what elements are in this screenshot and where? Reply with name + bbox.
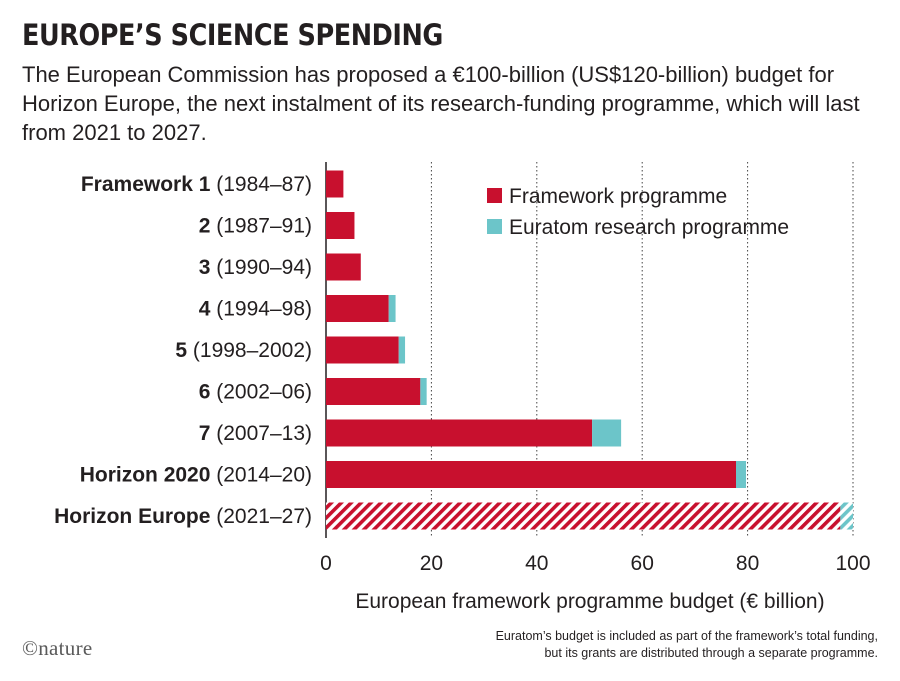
category-label-6: 7 (2007–13) — [199, 422, 312, 445]
category-period: (2014–20) — [210, 464, 312, 487]
legend-swatch-framework — [487, 188, 502, 203]
footnote-line-2: but its grants are distributed through a… — [544, 646, 878, 660]
category-name: 2 — [199, 215, 211, 238]
category-label-3: 4 (1994–98) — [199, 298, 312, 321]
category-label-1: 2 (1987–91) — [199, 215, 312, 238]
x-tick-label-80: 80 — [736, 552, 759, 575]
category-label-2: 3 (1990–94) — [199, 256, 312, 279]
legend-swatch-euratom — [487, 219, 502, 234]
footnote-line-1: Euratom’s budget is included as part of … — [495, 629, 878, 643]
category-label-0: Framework 1 (1984–87) — [81, 173, 312, 196]
nature-logo: ©nature — [22, 636, 93, 660]
bar-framework-8 — [326, 502, 841, 530]
x-tick-label-20: 20 — [420, 552, 443, 575]
bar-framework-4 — [326, 336, 399, 364]
category-label-4: 5 (1998–2002) — [175, 339, 312, 362]
chart-subtitle: The European Commission has proposed a €… — [22, 62, 860, 145]
bars — [326, 170, 853, 530]
category-label-5: 6 (2002–06) — [199, 381, 312, 404]
x-tick-label-40: 40 — [525, 552, 548, 575]
category-period: (1994–98) — [210, 298, 312, 321]
bar-framework-5 — [326, 378, 421, 405]
category-name: Horizon 2020 — [80, 464, 211, 487]
x-axis-label: European framework programme budget (€ b… — [355, 590, 824, 613]
bar-euratom-7 — [736, 461, 747, 488]
category-period: (1987–91) — [210, 215, 312, 238]
category-period: (1998–2002) — [187, 339, 312, 362]
bar-euratom-6 — [592, 419, 622, 447]
category-period: (2002–06) — [210, 381, 312, 404]
bar-framework-0 — [326, 170, 344, 198]
x-ticks: 0 20 40 60 80 100 — [320, 552, 870, 575]
category-name: Horizon Europe — [54, 505, 210, 528]
x-tick-label-60: 60 — [631, 552, 654, 575]
chart-title: EUROPE’S SCIENCE SPENDING — [22, 18, 443, 52]
category-name: Framework 1 — [81, 173, 211, 196]
footnote: Euratom’s budget is included as part of … — [338, 628, 878, 662]
category-name: 4 — [199, 298, 211, 321]
bar-euratom-3 — [388, 295, 396, 322]
category-label-8: Horizon Europe (2021–27) — [54, 505, 312, 528]
x-tick-label-0: 0 — [320, 552, 332, 575]
bar-framework-1 — [326, 212, 355, 239]
legend-label-euratom: Euratom research programme — [509, 216, 789, 239]
bar-framework-6 — [326, 419, 593, 447]
bar-euratom-4 — [398, 336, 406, 364]
bar-euratom-5 — [420, 378, 427, 405]
bar-framework-2 — [326, 253, 361, 281]
bar-euratom-8 — [840, 502, 853, 530]
category-period: (1984–87) — [210, 173, 312, 196]
category-label-7: Horizon 2020 (2014–20) — [80, 464, 312, 487]
bar-framework-7 — [326, 461, 737, 488]
category-name: 3 — [199, 256, 211, 279]
legend: Framework programme Euratom research pro… — [487, 185, 789, 239]
bar-framework-3 — [326, 295, 389, 322]
category-period: (1990–94) — [210, 256, 312, 279]
category-name: 5 — [175, 339, 187, 362]
category-name: 7 — [199, 422, 211, 445]
category-labels: Framework 1 (1984–87) 2 (1987–91) 3 (1990–… — [54, 173, 312, 528]
category-period: (2007–13) — [210, 422, 312, 445]
category-name: 6 — [199, 381, 211, 404]
x-tick-label-100: 100 — [835, 552, 870, 575]
category-period: (2021–27) — [210, 505, 312, 528]
legend-label-framework: Framework programme — [509, 185, 727, 208]
